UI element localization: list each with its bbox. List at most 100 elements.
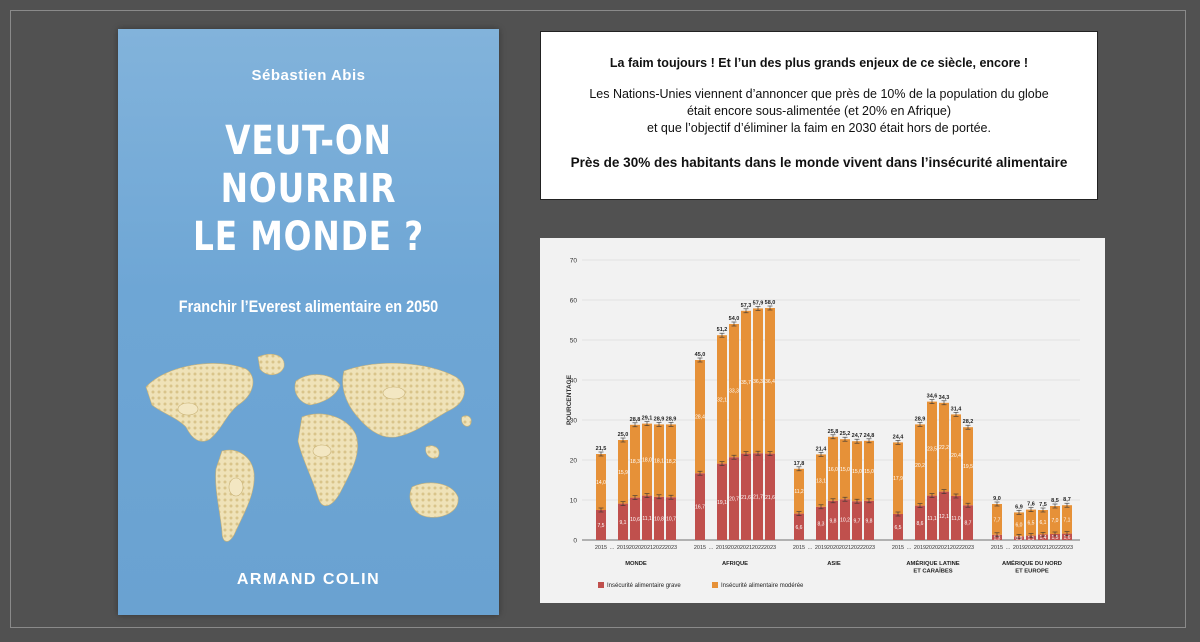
bar-moderee — [992, 504, 1002, 535]
bar-moderee — [816, 454, 826, 507]
textbox-emphasis: Près de 30% des habitants dans le monde … — [570, 155, 1068, 170]
outer-frame — [10, 10, 1186, 628]
group-label: AFRIQUE — [722, 561, 748, 567]
data-label-total: 25,0 — [618, 432, 629, 438]
bar-moderee — [1062, 505, 1072, 534]
data-label-grave: 7,5 — [598, 523, 605, 529]
data-label-grave: 9,7 — [854, 519, 861, 525]
textbox-headline: La faim toujours ! Et l’un des plus gran… — [609, 56, 1029, 70]
x-tick-label: 2019 — [716, 545, 728, 551]
x-tick-label: 2020 — [926, 545, 938, 551]
data-label-total: 8,5 — [1051, 498, 1059, 504]
bar-grave — [695, 473, 705, 540]
x-tick-label: 2023 — [962, 545, 974, 551]
bar-moderee — [794, 468, 804, 514]
data-label-grave: 21,7 — [753, 495, 763, 501]
x-tick-label: 2015 — [694, 545, 706, 551]
group-label: AMÉRIQUE DU NORD — [1002, 559, 1062, 567]
x-tick-label: 2019 — [617, 545, 629, 551]
data-label-total: 21,5 — [596, 446, 607, 452]
bar-moderee — [753, 308, 763, 454]
textbox-body: Les Nations-Unies viennent d’annoncer qu… — [541, 86, 1097, 137]
bar-moderee — [864, 440, 874, 501]
legend-swatch-moderee — [712, 582, 718, 588]
x-tick-label: … — [609, 545, 615, 551]
data-label-moderee: 6,1 — [1040, 520, 1047, 526]
bar-grave — [765, 453, 775, 540]
bar-moderee — [1026, 509, 1036, 536]
bar-moderee — [852, 441, 862, 502]
chart-canvas: 0 10 20 30 40 50 60 70 POURCENTAGE 7,5 14,0 21,5 9,1… — [566, 258, 1080, 589]
bar-moderee — [654, 424, 664, 497]
x-tick-label: … — [708, 545, 714, 551]
data-label-total: 9,0 — [993, 496, 1001, 502]
data-label-total: 17,8 — [794, 461, 805, 467]
data-label-grave: 9,1 — [620, 520, 627, 526]
data-label-moderee: 7,1 — [1064, 517, 1071, 523]
data-label-moderee: 18,0 — [642, 458, 652, 464]
data-label-moderee: 15,9 — [618, 470, 628, 476]
bar-moderee — [642, 423, 652, 496]
group-label: ET EUROPE — [1015, 569, 1049, 575]
x-tick-label: 2020 — [827, 545, 839, 551]
data-label-total: 7,5 — [1039, 502, 1047, 508]
data-label-total: 7,6 — [1027, 502, 1035, 508]
data-label-moderee: 16,0 — [828, 467, 838, 473]
bar-grave — [864, 500, 874, 540]
bar-moderee — [1050, 506, 1060, 534]
data-label-grave: 1,6 — [1064, 535, 1071, 541]
book-title-line: NOURRIR — [220, 166, 397, 212]
data-label-moderee: 35,7 — [741, 380, 751, 386]
data-label-grave: 19,1 — [717, 500, 727, 506]
x-tick-label: 2015 — [595, 545, 607, 551]
bar-moderee — [618, 440, 628, 504]
x-tick-label: 2015 — [892, 545, 904, 551]
data-label-total: 28,2 — [963, 419, 974, 425]
data-label-grave: 12,1 — [939, 514, 949, 520]
data-label-total: 34,3 — [939, 395, 950, 401]
bar-grave — [1038, 534, 1048, 540]
bar-grave — [915, 505, 925, 540]
book-subtitle: Franchir l’Everest alimentaire en 2050 — [178, 297, 439, 316]
bar-grave — [618, 503, 628, 540]
bar-grave — [816, 506, 826, 540]
y-tick-label: 20 — [570, 458, 578, 465]
y-tick-label: 70 — [570, 258, 578, 265]
data-label-grave: 1,1 — [1028, 536, 1035, 542]
data-label-moderee: 7,0 — [1052, 518, 1059, 524]
x-tick-label: 2022 — [653, 545, 665, 551]
data-label-moderee: 7,7 — [994, 517, 1001, 523]
data-label-grave: 9,8 — [866, 518, 873, 524]
data-label-moderee: 18,3 — [630, 459, 640, 465]
x-tick-label: 2022 — [1049, 545, 1061, 551]
bar-moderee — [695, 360, 705, 474]
y-tick-label: 40 — [570, 378, 578, 385]
pasta-world-map-illustration — [145, 354, 472, 542]
x-tick-label: … — [807, 545, 813, 551]
group-label: ET CARAÏBES — [913, 568, 952, 575]
data-label-moderee: 6,0 — [1016, 522, 1023, 528]
x-tick-label: 2023 — [665, 545, 677, 551]
data-label-total: 51,2 — [717, 327, 728, 333]
data-label-total: 54,0 — [729, 316, 740, 322]
data-label-total: 29,1 — [642, 416, 653, 422]
data-label-grave: 10,8 — [654, 516, 664, 522]
legend-swatch-grave — [598, 582, 604, 588]
data-label-total: 6,9 — [1015, 504, 1023, 510]
data-label-moderee: 18,1 — [654, 459, 664, 465]
bar-grave — [927, 495, 937, 540]
x-tick-label: 2021 — [1037, 545, 1049, 551]
bar-moderee — [765, 308, 775, 454]
bar-moderee — [951, 414, 961, 496]
data-label-moderee: 23,5 — [927, 447, 937, 453]
data-label-moderee: 33,3 — [729, 389, 739, 395]
data-label-grave: 1,4 — [1040, 535, 1047, 541]
y-tick-label: 30 — [570, 418, 578, 425]
data-label-grave: 6,5 — [895, 525, 902, 531]
legend-label-moderee: Insécurité alimentaire modérée — [721, 583, 804, 589]
data-label-grave: 8,7 — [965, 521, 972, 527]
bar-grave — [1062, 533, 1072, 540]
bar-moderee — [840, 439, 850, 500]
data-label-grave: 6,6 — [796, 525, 803, 531]
data-label-moderee: 19,5 — [963, 464, 973, 470]
